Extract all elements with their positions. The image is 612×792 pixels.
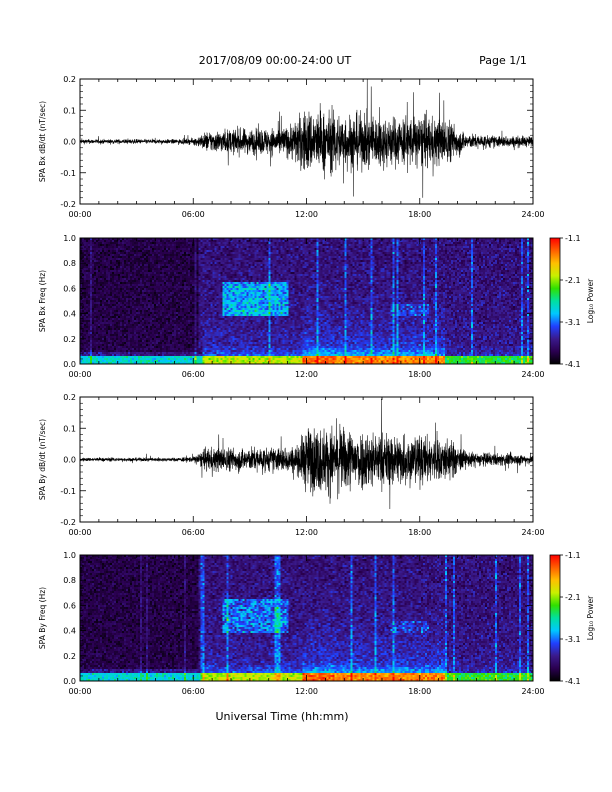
- colorbar-label: Log₁₀ Power: [586, 278, 595, 323]
- colorbar: [549, 237, 561, 365]
- x-tick-label: 12:00: [295, 370, 318, 379]
- x-tick-label: 00:00: [68, 687, 91, 696]
- y-axis-label: SPA Bx Freq (Hz): [38, 270, 47, 332]
- colorbar-tick-label: -3.1: [565, 318, 581, 327]
- y-axis-label: SPA Bx dB/dt (nT/sec): [38, 101, 47, 182]
- y-tick-label: 0.0: [63, 677, 76, 686]
- y-tick-label: 0.1: [63, 424, 76, 433]
- x-tick-label: 00:00: [68, 528, 91, 537]
- x-tick-label: 18:00: [408, 528, 431, 537]
- x-tick-label: 12:00: [295, 210, 318, 219]
- y-tick-label: 0.1: [63, 106, 76, 115]
- y-tick-label: -0.1: [60, 487, 76, 496]
- x-tick-label: 24:00: [521, 370, 544, 379]
- y-axis-label: SPA By dB/dt (nT/sec): [38, 419, 47, 500]
- y-tick-label: -0.2: [60, 518, 76, 527]
- panel-bx-dbdt: 00:00 06:00 12:00 18:00 24:00 0.2 0.1 0.0 -0.1 -0…: [38, 75, 545, 219]
- colorbar-tick-label: -3.1: [565, 635, 581, 644]
- y-tick-label: 1.0: [63, 234, 76, 243]
- colorbar-tick-label: -4.1: [565, 360, 581, 369]
- dbdt-trace: [80, 398, 533, 510]
- panel-by-dbdt: 00:00 06:00 12:00 18:00 24:00 0.2 0.1 0.0 -0.1 -0…: [38, 393, 545, 537]
- x-tick-label: 06:00: [182, 687, 205, 696]
- x-tick-label: 24:00: [521, 210, 544, 219]
- x-tick-label: 18:00: [408, 687, 431, 696]
- x-tick-label: 00:00: [68, 370, 91, 379]
- spectrogram-image: [80, 238, 533, 364]
- x-tick-label: 12:00: [295, 687, 318, 696]
- y-tick-label: 0.8: [63, 576, 76, 585]
- y-tick-label: 0.2: [63, 652, 76, 661]
- x-tick-label: 06:00: [182, 370, 205, 379]
- y-tick-label: 0.2: [63, 393, 76, 402]
- x-tick-label: 24:00: [521, 528, 544, 537]
- colorbar-tick-label: -4.1: [565, 677, 581, 686]
- x-tick-label: 06:00: [182, 528, 205, 537]
- y-tick-label: 0.0: [63, 360, 76, 369]
- page-label: Page 1/1: [479, 54, 527, 67]
- x-tick-label: 12:00: [295, 528, 318, 537]
- y-tick-label: 1.0: [63, 551, 76, 560]
- y-tick-label: 0.4: [63, 627, 76, 636]
- spectrogram-image: [80, 555, 533, 681]
- panel-by-spectrogram: 00:00 06:00 12:00 18:00 24:00 1.0 0.8 0.6 0.4 0.2…: [38, 551, 595, 696]
- colorbar: [549, 554, 561, 682]
- y-tick-label: 0.6: [63, 601, 76, 610]
- x-axis-title: Universal Time (hh:mm): [216, 710, 349, 723]
- y-tick-label: 0.8: [63, 259, 76, 268]
- date-range-title: 2017/08/09 00:00-24:00 UT: [199, 54, 352, 67]
- y-tick-label: -0.1: [60, 169, 76, 178]
- y-tick-label: 0.2: [63, 335, 76, 344]
- y-tick-label: 0.0: [63, 456, 76, 465]
- y-tick-label: 0.6: [63, 284, 76, 293]
- x-tick-label: 06:00: [182, 210, 205, 219]
- x-tick-label: 24:00: [521, 687, 544, 696]
- y-tick-label: 0.0: [63, 138, 76, 147]
- x-tick-label: 18:00: [408, 210, 431, 219]
- y-tick-label: 0.2: [63, 75, 76, 84]
- dbdt-trace: [80, 79, 533, 198]
- colorbar-tick-label: -2.1: [565, 593, 581, 602]
- colorbar-tick-label: -1.1: [565, 551, 581, 560]
- colorbar-tick-label: -1.1: [565, 234, 581, 243]
- colorbar-tick-label: -2.1: [565, 276, 581, 285]
- y-axis-label: SPA By Freq (Hz): [38, 587, 47, 649]
- y-tick-label: 0.4: [63, 310, 76, 319]
- x-tick-label: 18:00: [408, 370, 431, 379]
- x-tick-label: 00:00: [68, 210, 91, 219]
- y-tick-label: -0.2: [60, 200, 76, 209]
- panel-bx-spectrogram: 00:00 06:00 12:00 18:00 24:00 1.0 0.8 0.6 0.4 0.2…: [38, 234, 595, 379]
- colorbar-label: Log₁₀ Power: [586, 595, 595, 640]
